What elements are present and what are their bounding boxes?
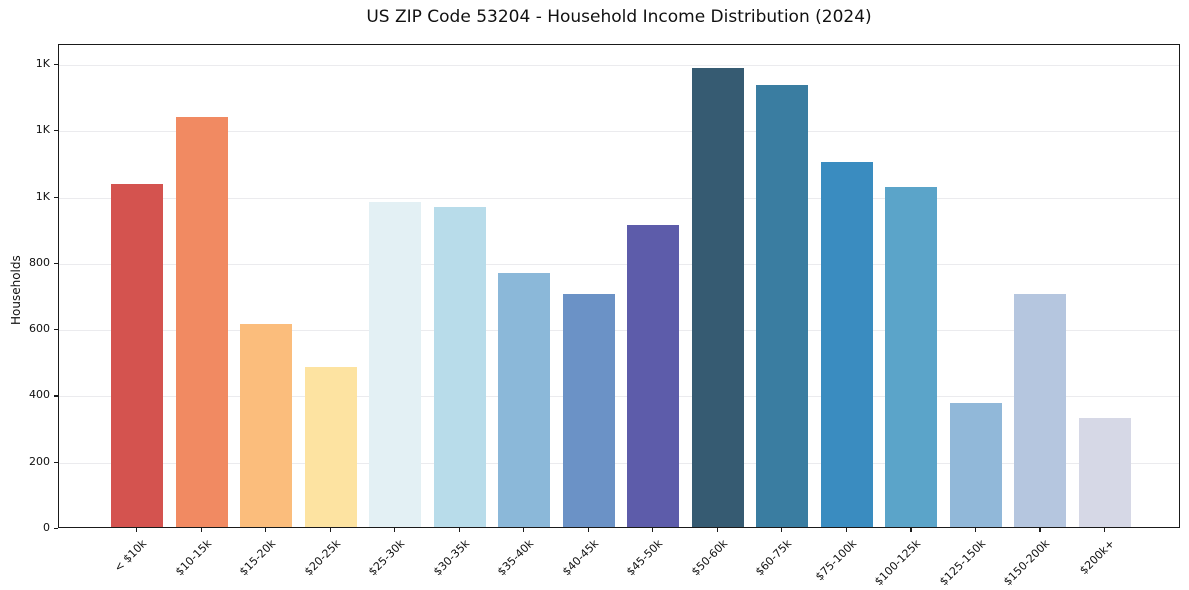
bar (756, 84, 809, 527)
x-tick-mark (910, 528, 912, 532)
x-tick-mark (136, 528, 138, 532)
y-tick-mark (54, 130, 58, 132)
y-tick-label: 400 (29, 388, 50, 402)
y-tick-mark (54, 461, 58, 463)
x-tick-mark (716, 528, 718, 532)
gridline (59, 263, 1179, 265)
bar (562, 293, 615, 527)
bar (369, 201, 422, 527)
x-tick-mark (329, 528, 331, 532)
y-tick-label: 1K (35, 189, 50, 203)
bar (175, 116, 228, 527)
x-tick-mark (458, 528, 460, 532)
gridline (59, 330, 1179, 332)
gridline (59, 396, 1179, 398)
bar (111, 183, 163, 527)
y-tick-label: 1K (35, 123, 50, 137)
x-tick-mark (781, 528, 783, 532)
bar (498, 272, 551, 527)
bar (627, 224, 680, 527)
x-tick-mark (200, 528, 202, 532)
bar (949, 402, 1002, 527)
y-tick-label: 1K (35, 56, 50, 70)
y-tick-label: 600 (29, 322, 50, 336)
y-tick-mark (54, 63, 58, 66)
gridline (59, 64, 1179, 66)
x-tick-mark (1104, 528, 1106, 532)
x-tick-mark (652, 528, 654, 532)
bar (240, 323, 293, 527)
y-tick-mark (54, 262, 58, 264)
y-tick-mark (54, 329, 58, 331)
y-tick-label: 800 (29, 255, 50, 269)
x-tick-mark (394, 528, 396, 532)
y-tick-mark (54, 528, 58, 530)
chart-title: US ZIP Code 53204 - Household Income Dis… (366, 7, 872, 27)
bar (304, 366, 357, 527)
bar (1079, 417, 1131, 527)
bar (691, 67, 744, 527)
gridline (59, 131, 1179, 133)
x-tick-mark (974, 528, 977, 532)
plot-area (58, 44, 1180, 528)
x-tick-mark (587, 528, 589, 532)
y-tick-label: 0 (43, 521, 50, 534)
y-tick-label: 200 (29, 454, 50, 468)
x-tick-mark (1039, 528, 1041, 532)
x-tick-mark (845, 528, 847, 532)
gridline (59, 462, 1179, 464)
y-tick-mark (54, 196, 58, 198)
x-tick-label: < $10k (111, 537, 150, 575)
x-tick-mark (265, 528, 267, 532)
bar (820, 161, 873, 527)
x-tick-mark (523, 528, 525, 532)
y-tick-mark (54, 395, 58, 397)
bar (885, 186, 938, 527)
bar (433, 206, 486, 527)
gridline (59, 197, 1179, 199)
bar (1014, 293, 1067, 527)
